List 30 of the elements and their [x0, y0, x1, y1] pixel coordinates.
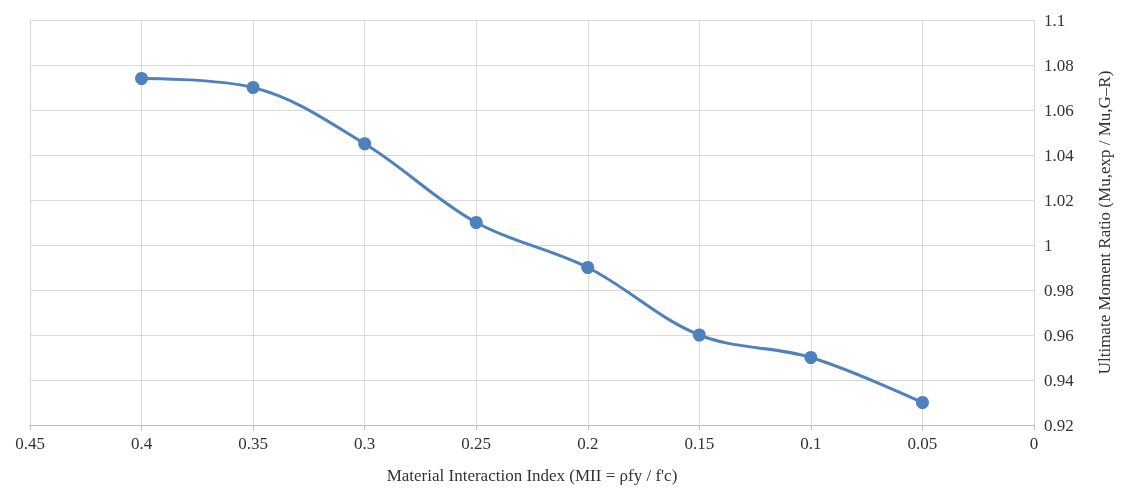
- x-tick-label: 0.25: [461, 434, 492, 453]
- x-tick-label: 0.45: [15, 434, 45, 453]
- point: [469, 216, 483, 229]
- point: [915, 396, 929, 409]
- y-axis-title: Ultimate Moment Ratio (Mu,exp / Mu,G–R): [1095, 70, 1114, 375]
- x-tick-label: 0.15: [684, 434, 715, 453]
- point: [246, 81, 260, 94]
- y-tick-label: 1.02: [1044, 190, 1074, 210]
- x-tick-label: 0.4: [130, 434, 153, 453]
- point: [692, 328, 706, 342]
- point: [135, 72, 149, 85]
- y-tick-label: 1.04: [1044, 145, 1075, 165]
- y-tick-label: 1.1: [1044, 10, 1066, 30]
- x-tick-label: 0.05: [907, 434, 938, 453]
- x-tick-label: 0.3: [354, 434, 376, 453]
- point: [804, 351, 818, 364]
- y-tick-label: 1.08: [1044, 55, 1074, 75]
- point: [358, 137, 372, 151]
- y-tick-label: 0.98: [1044, 280, 1074, 300]
- x-axis-title: Material Interaction Index (MII = ρfy / f'c): [386, 466, 678, 485]
- y-tick-label: 1: [1044, 235, 1053, 255]
- point: [581, 261, 595, 274]
- y-tick-label: 1.06: [1044, 100, 1074, 120]
- y-tick-label: 0.94: [1044, 370, 1075, 390]
- x-tick-label: 0: [1029, 434, 1039, 453]
- x-tick-label: 0.1: [800, 434, 822, 453]
- x-tick-label: 0.2: [577, 434, 599, 453]
- x-tick-label: 0.35: [238, 434, 268, 453]
- y-tick-label: 0.96: [1044, 325, 1074, 345]
- y-tick-label: 0.92: [1044, 415, 1074, 435]
